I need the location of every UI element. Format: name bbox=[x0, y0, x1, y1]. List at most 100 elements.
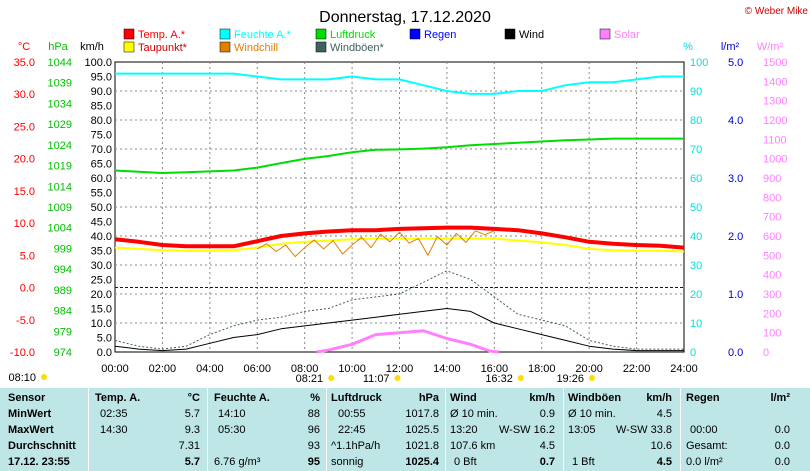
max-rain-time: 00:00 bbox=[690, 424, 718, 436]
hum-tick-label: 30 bbox=[690, 260, 702, 272]
legend-swatch bbox=[409, 28, 421, 40]
header-press: Luftdruck bbox=[331, 392, 382, 404]
now-hum-value: 95 bbox=[307, 456, 320, 468]
solar-tick-label: 400 bbox=[763, 270, 781, 282]
wind-tick-label: 5.0 bbox=[97, 333, 112, 345]
press-tick-label: 994 bbox=[54, 264, 72, 276]
temp-unit-label: °C bbox=[18, 41, 30, 53]
rain-unit-label: l/m² bbox=[721, 41, 740, 53]
credit-text: © Weber Mike bbox=[745, 6, 809, 17]
solar-tick-label: 300 bbox=[763, 289, 781, 301]
sun-icon bbox=[328, 375, 335, 381]
now-rain-value: 0.0 bbox=[774, 456, 790, 468]
avg-press-value: 1021.8 bbox=[405, 440, 439, 452]
now-press-value: 1025.4 bbox=[405, 456, 439, 468]
x-tick-label: 02:00 bbox=[149, 363, 177, 375]
now-wind-bft: 0 Bft bbox=[454, 456, 477, 468]
chart-title: Donnerstag, 17.12.2020 bbox=[319, 9, 491, 26]
x-tick-label: 22:00 bbox=[623, 363, 651, 375]
min-press-time: 00:55 bbox=[338, 408, 366, 420]
max-wind-value: W-SW 16.2 bbox=[498, 424, 555, 436]
now-weather-text: sonnig bbox=[331, 456, 364, 468]
x-tick-label: 10:00 bbox=[338, 363, 366, 375]
rain-tick-label: 1.0 bbox=[728, 289, 743, 301]
hum-unit-label: % bbox=[683, 41, 693, 53]
solar-unit-label: W/m² bbox=[757, 41, 784, 53]
x-tick-label: 20:00 bbox=[575, 363, 603, 375]
rain-tick-label: 4.0 bbox=[728, 115, 743, 127]
weather-chart: 35.0 30.0 25.0 20.0 15.0 10.0 5.0 0.0 -5.0 -10.0 °… bbox=[8, 6, 809, 385]
x-tick-label: 06:00 bbox=[243, 363, 271, 375]
press-unit-label: hPa bbox=[48, 41, 68, 53]
header-wind: Wind bbox=[450, 392, 477, 404]
hum-tick-label: 80 bbox=[690, 115, 702, 127]
x-tick-label: 04:00 bbox=[196, 363, 224, 375]
now-abs-humidity: 6.76 g/m³ bbox=[214, 456, 261, 468]
header-rain-unit: l/m² bbox=[770, 392, 790, 404]
header-temp: Temp. A. bbox=[95, 392, 141, 404]
sun-markers: 08:10 08:21 11:07 16:32 19:26 bbox=[8, 372, 595, 385]
hum-tick-label: 0 bbox=[690, 347, 696, 359]
header-hum-unit: % bbox=[310, 392, 320, 404]
axes-layer: 35.0 30.0 25.0 20.0 15.0 10.0 5.0 0.0 -5.0 -10.0 °… bbox=[10, 41, 788, 359]
wind-tick-label: 100.0 bbox=[84, 57, 112, 69]
wind-tick-label: 70.0 bbox=[91, 144, 112, 156]
temp-tick-label: -5.0 bbox=[16, 315, 35, 327]
sun-time-label: 08:10 bbox=[8, 372, 36, 384]
statistics-table: Sensor Temp. A. °C Feuchte A. % Luftdruc… bbox=[0, 388, 810, 471]
row-now-label: 17.12. 23:55 bbox=[8, 456, 70, 468]
max-rain-value: 0.0 bbox=[774, 424, 790, 436]
legend-label: Windböen* bbox=[330, 42, 385, 54]
legend-label: Feuchte A.* bbox=[234, 29, 292, 41]
rain-tick-label: 2.0 bbox=[728, 231, 743, 243]
press-tick-label: 1019 bbox=[48, 161, 72, 173]
temp-tick-label: 35.0 bbox=[14, 57, 35, 69]
legend-swatch bbox=[219, 41, 231, 53]
min-temp-time: 02:35 bbox=[100, 408, 128, 420]
solar-tick-label: 1500 bbox=[763, 57, 787, 69]
rain-tick-label: 3.0 bbox=[728, 173, 743, 185]
solar-tick-label: 1400 bbox=[763, 76, 787, 88]
wind-tick-label: 45.0 bbox=[91, 217, 112, 229]
header-press-unit: hPa bbox=[418, 392, 439, 404]
solar-tick-label: 1000 bbox=[763, 154, 787, 166]
max-temp-time: 14:30 bbox=[100, 424, 128, 436]
legend-label: Windchill bbox=[234, 42, 278, 54]
sun-time-label: 16:32 bbox=[485, 373, 513, 385]
sun-icon bbox=[517, 375, 524, 381]
legend-label: Wind bbox=[519, 29, 544, 41]
sun-time-label: 08:21 bbox=[296, 373, 324, 385]
x-axis: 00:00 02:00 04:00 06:00 08:00 10:00 12:00 14:00… bbox=[101, 363, 698, 375]
sun-time-label: 11:07 bbox=[363, 373, 390, 385]
solar-tick-label: 200 bbox=[763, 308, 781, 320]
header-gust-unit: km/h bbox=[646, 392, 672, 404]
max-press-time: 22:45 bbox=[338, 424, 366, 436]
legend: Temp. A.* Feuchte A.* Luftdruck Regen Wind So… bbox=[123, 28, 640, 54]
legend-label: Solar bbox=[614, 29, 640, 41]
max-hum-value: 96 bbox=[307, 424, 320, 436]
header-gust: Windböen bbox=[568, 392, 622, 404]
legend-label: Regen bbox=[424, 29, 456, 41]
avg-gust-value: 10.6 bbox=[650, 440, 672, 452]
wind-tick-label: 90.0 bbox=[91, 86, 112, 98]
temp-tick-label: -10.0 bbox=[10, 347, 35, 359]
press-tick-label: 1004 bbox=[48, 223, 72, 235]
wind-unit-label: km/h bbox=[80, 41, 104, 53]
x-tick-label: 14:00 bbox=[433, 363, 461, 375]
x-tick-label: 16:00 bbox=[481, 363, 509, 375]
header-rain: Regen bbox=[686, 392, 720, 404]
solar-tick-label: 100 bbox=[763, 328, 781, 340]
avg-rain-label: Gesamt: bbox=[686, 440, 728, 452]
hum-tick-label: 100 bbox=[690, 57, 708, 69]
wind-tick-label: 85.0 bbox=[91, 101, 112, 113]
solar-tick-label: 1100 bbox=[763, 134, 787, 146]
wind-tick-label: 0.0 bbox=[97, 347, 112, 359]
wind-tick-label: 65.0 bbox=[91, 159, 112, 171]
x-tick-label: 08:00 bbox=[291, 363, 319, 375]
sun-time-label: 19:26 bbox=[556, 373, 584, 385]
x-tick-label: 18:00 bbox=[528, 363, 556, 375]
avg-press-trend: ^1.1hPa/h bbox=[331, 440, 381, 452]
legend-swatch bbox=[504, 28, 516, 40]
x-tick-label: 00:00 bbox=[101, 363, 129, 375]
press-tick-label: 979 bbox=[54, 326, 72, 338]
